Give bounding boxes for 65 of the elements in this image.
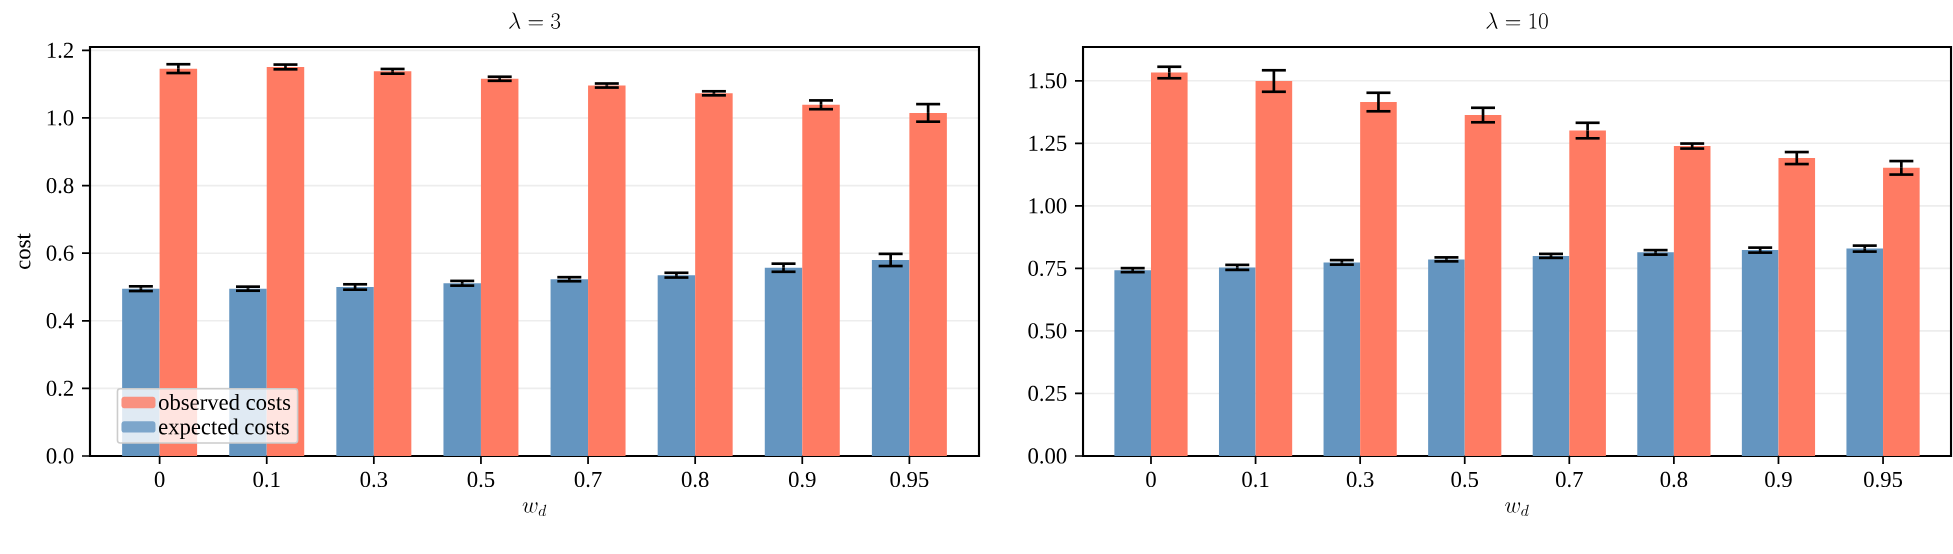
bar [909,112,947,456]
x-tick-label: 0.95 [1864,471,1903,488]
bar [480,78,519,456]
y-tick-label: 0.25 [1028,385,1067,402]
x-axis-title: $w_d$ [522,502,547,517]
x-tick-label: 0.1 [253,471,280,488]
bar [336,286,374,456]
y-tick-label: 0.2 [46,380,73,397]
bar [550,279,589,456]
bar [802,104,840,456]
bar [1255,81,1293,456]
y-tick-label: 1.2 [47,42,73,59]
legend-label: expected costs [159,418,289,440]
bar [1673,146,1711,456]
y-tick-label: 1.00 [1029,198,1067,214]
bar [443,283,481,456]
bar [1218,267,1256,456]
chart-title: $\lambda = 10$ [1486,12,1548,29]
y-tick-label: 1.50 [1029,73,1067,89]
bar [1778,158,1816,456]
bar [373,71,412,456]
bar [1569,130,1606,456]
bar [1883,167,1920,456]
x-tick-label: 0 [154,471,165,488]
x-tick-label: 0.8 [1660,471,1688,488]
x-tick-label: 0.3 [360,471,388,488]
legend-label: observed costs [158,394,291,411]
bar [1360,102,1397,456]
x-tick-label: 0.3 [1346,471,1374,488]
x-tick-label: 0.8 [681,471,709,488]
bar [1741,250,1779,456]
bar [588,85,626,456]
y-tick-label: 1.25 [1029,135,1067,151]
x-tick-label: 0.1 [1242,471,1269,488]
bar [1114,270,1151,456]
x-axis-title: $w_d$ [1505,502,1529,517]
x-tick-label: 0.9 [788,471,816,488]
bar [1846,248,1884,456]
y-tick-label: 1.0 [47,110,74,126]
y-tick-label: 0.50 [1028,323,1067,339]
bar [1323,262,1361,456]
y-tick-label: 0.6 [46,245,74,261]
bar [764,267,803,456]
x-tick-label: 0 [1146,471,1156,488]
y-tick-label: 0.75 [1028,260,1067,277]
y-tick-label: 0.0 [46,448,74,464]
bar [695,93,733,456]
bar [1150,72,1188,456]
y-axis-title: cost [17,233,31,269]
x-tick-label: 0.95 [890,471,929,488]
x-tick-label: 0.7 [574,471,602,488]
x-tick-label: 0.9 [1765,471,1792,488]
bar [1464,115,1502,456]
chart-title: $\lambda = 3$ [509,12,561,29]
x-tick-label: 0.7 [1556,471,1583,488]
y-tick-label: 0.00 [1028,448,1067,464]
bar [1532,255,1570,456]
y-tick-label: 0.4 [46,313,74,329]
bar [871,259,910,456]
bar [657,275,696,456]
bar [1428,259,1465,456]
x-tick-label: 0.5 [1451,471,1479,488]
x-tick-label: 0.5 [467,471,495,488]
y-tick-label: 0.8 [46,177,74,194]
bar [1637,252,1674,456]
